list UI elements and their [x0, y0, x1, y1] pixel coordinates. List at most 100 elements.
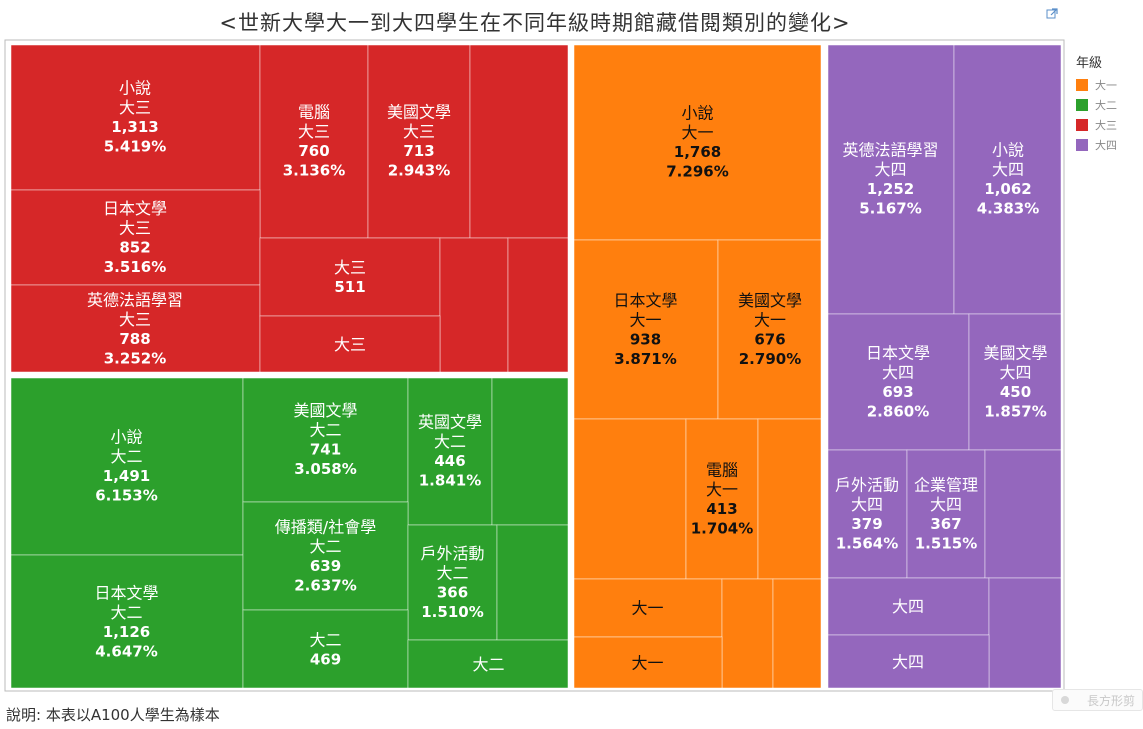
tile-category-label: 日本文學 [94, 583, 158, 602]
expand-icon[interactable] [1046, 8, 1058, 20]
treemap-tile[interactable] [491, 376, 570, 526]
tile-category-label: 英德法語學習 [842, 140, 938, 159]
treemap-tile[interactable]: 大一 [572, 578, 723, 638]
treemap-tile-rect [572, 418, 687, 580]
tile-group-label: 大四 [992, 160, 1024, 179]
legend-item[interactable]: 大一 [1076, 75, 1142, 95]
treemap-group-border [571, 42, 824, 691]
treemap-tile[interactable] [757, 418, 823, 580]
legend-item[interactable]: 大四 [1076, 135, 1142, 155]
legend-item[interactable]: 大二 [1076, 95, 1142, 115]
tile-count-label: 367 [930, 515, 961, 533]
tile-share-label: 1.510% [421, 603, 483, 621]
treemap-tile-rect [491, 376, 570, 526]
tile-group-label: 大二 [110, 447, 142, 466]
treemap-tile[interactable]: 大四 [826, 634, 990, 690]
legend-label: 大三 [1095, 119, 1117, 132]
treemap-tile-rect [826, 43, 955, 315]
tile-group-label: 大三 [119, 98, 151, 117]
treemap-tile[interactable]: 大一 [572, 636, 723, 690]
tile-group-label: 大三 [119, 218, 151, 237]
treemap-tile[interactable] [988, 577, 1063, 690]
treemap-tile[interactable] [572, 418, 687, 580]
tile-group-label: 大三 [403, 122, 435, 141]
tile-count-label: 639 [310, 557, 341, 575]
treemap-tile-rect [826, 634, 990, 690]
treemap-tile-rect [242, 376, 409, 503]
tile-group-label: 大二 [309, 537, 341, 556]
treemap-tile[interactable]: 大三 [259, 315, 441, 374]
treemap-tile[interactable] [772, 578, 823, 690]
tile-category-label: 小說 [681, 103, 713, 122]
treemap-tile-rect [826, 313, 970, 451]
treemap-tile[interactable] [984, 449, 1063, 579]
tile-count-label: 788 [119, 330, 150, 348]
treemap-group: 英德法語學習大四1,2525.167%小說大四1,0624.383%日本文學大四… [825, 42, 1064, 691]
treemap-tile-rect [984, 449, 1063, 579]
tile-count-label: 1,768 [674, 143, 721, 161]
legend-title: 年級 [1076, 56, 1103, 71]
tile-count-label: 1,062 [984, 180, 1031, 198]
tile-count-label: 676 [754, 330, 785, 348]
tile-category-label: 美國文學 [387, 102, 451, 121]
tile-share-label: 1.515% [915, 534, 977, 552]
treemap-tile[interactable]: 大四 [826, 577, 990, 636]
treemap-tile-rect [259, 43, 369, 239]
tile-category-label: 企業管理 [914, 475, 978, 494]
tile-category-label: 美國文學 [983, 343, 1047, 362]
treemap-tile-rect [9, 189, 261, 286]
tile-share-label: 2.637% [294, 576, 356, 594]
treemap-tile[interactable] [496, 524, 570, 641]
treemap-tile-rect [772, 578, 823, 690]
treemap-tile-rect [507, 237, 570, 374]
ghost-label: 長方形剪 [1087, 693, 1136, 708]
legend-item[interactable]: 大三 [1076, 115, 1142, 135]
tile-count-label: 511 [334, 278, 365, 296]
tile-category-label: 電腦 [706, 460, 738, 479]
treemap-tile[interactable] [469, 43, 570, 239]
treemap-tile-rect [407, 524, 498, 641]
treemap-tile[interactable] [721, 578, 774, 690]
tile-group-label: 大三 [298, 122, 330, 141]
treemap-tile-rect [9, 376, 244, 556]
tile-count-label: 446 [434, 452, 465, 470]
treemap-tile[interactable]: 大二 [407, 639, 570, 690]
tile-group-label: 大二 [434, 432, 466, 451]
tile-category-label: 傳播類/社會學 [275, 517, 376, 536]
tile-share-label: 6.153% [95, 486, 157, 504]
treemap-group-border [8, 42, 571, 375]
treemap-tile-rect [826, 577, 990, 636]
treemap-tile[interactable] [507, 237, 570, 374]
chart-title: <世新大學大一到大四學生在不同年級時期館藏借閱類別的變化> [219, 11, 851, 35]
treemap-tile-rect [469, 43, 570, 239]
tile-category-label: 美國文學 [293, 401, 357, 420]
tile-group-label: 大四 [999, 363, 1031, 382]
treemap-tile[interactable] [439, 237, 509, 374]
tile-group-label: 大四 [882, 363, 914, 382]
treemap-tile-rect [407, 639, 570, 690]
